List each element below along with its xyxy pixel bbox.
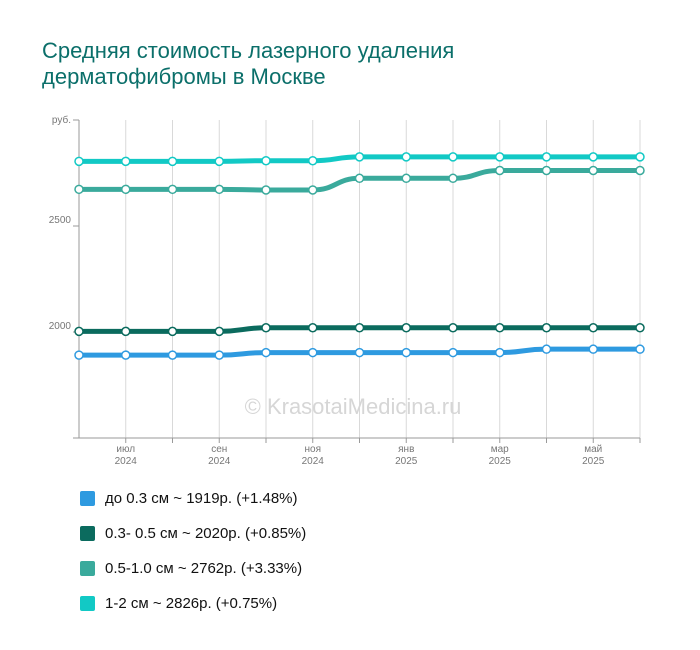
- line-chart: 20002500руб.июл2024сен2024ноя2024янв2025…: [49, 114, 645, 467]
- legend-item: до 0.3 см ~ 1919р. (+1.48%): [80, 488, 306, 508]
- data-point-series-2: [167, 326, 178, 337]
- data-point-series-2: [308, 323, 318, 333]
- data-point-series-2: [541, 323, 552, 333]
- data-point-series-4: [588, 152, 598, 162]
- y-axis-unit-label: руб.: [52, 114, 71, 126]
- chart-title-line-1: Средняя стоимость лазерного удаления: [42, 38, 455, 63]
- x-tick-label-year: 2025: [395, 456, 418, 467]
- data-point-series-3: [261, 185, 271, 195]
- data-point-series-1: [588, 344, 598, 354]
- data-point-series-3: [354, 173, 365, 184]
- data-point-series-4: [541, 152, 552, 162]
- data-point-series-4: [308, 155, 318, 166]
- data-point-series-3: [401, 173, 411, 184]
- data-point-series-2: [214, 326, 224, 337]
- legend-item: 1-2 см ~ 2826р. (+0.75%): [80, 593, 306, 613]
- legend-swatch: [80, 525, 95, 541]
- data-point-series-4: [354, 152, 365, 162]
- data-point-series-3: [541, 165, 552, 176]
- data-point-series-1: [121, 350, 131, 360]
- chart-title-line-2: дерматофибромы в Москве: [42, 64, 326, 89]
- data-point-series-2: [495, 323, 505, 333]
- data-point-series-1: [167, 350, 178, 360]
- x-tick-label-year: 2024: [115, 456, 138, 467]
- data-point-series-4: [74, 156, 84, 167]
- data-point-series-1: [214, 350, 224, 360]
- data-point-series-4: [214, 156, 224, 167]
- chart-legend: до 0.3 см ~ 1919р. (+1.48%) 0.3- 0.5 см ~…: [80, 488, 306, 628]
- data-point-series-4: [495, 152, 505, 162]
- x-tick-label-month: май: [584, 444, 602, 455]
- data-point-series-4: [448, 152, 458, 162]
- x-tick-label-year: 2025: [582, 456, 605, 467]
- data-point-series-4: [635, 152, 645, 162]
- data-point-series-3: [167, 184, 178, 195]
- legend-item: 0.3- 0.5 см ~ 2020р. (+0.85%): [80, 523, 306, 543]
- data-point-series-4: [167, 156, 178, 167]
- watermark: © KrasotaiMedicina.ru: [245, 394, 462, 419]
- data-point-series-3: [635, 165, 645, 176]
- data-point-series-2: [448, 323, 458, 333]
- data-point-series-1: [74, 350, 84, 360]
- legend-label: до 0.3 см ~ 1919р. (+1.48%): [105, 489, 298, 507]
- data-point-series-4: [261, 155, 271, 166]
- data-point-series-3: [74, 184, 84, 195]
- data-point-series-2: [635, 323, 645, 333]
- data-point-series-3: [308, 185, 318, 195]
- x-tick-label-month: июл: [116, 444, 135, 455]
- data-point-series-3: [121, 184, 131, 195]
- data-point-series-2: [401, 323, 411, 333]
- data-point-series-3: [448, 173, 458, 184]
- data-point-series-1: [401, 347, 411, 358]
- data-point-series-3: [214, 184, 224, 195]
- x-tick-label-month: ноя: [305, 444, 322, 455]
- x-tick-label-month: сен: [211, 444, 227, 455]
- y-tick-label: 2000: [49, 321, 72, 332]
- legend-label: 1-2 см ~ 2826р. (+0.75%): [105, 594, 278, 612]
- data-point-series-1: [261, 347, 271, 358]
- x-tick-label-month: янв: [398, 444, 414, 455]
- legend-label: 0.3- 0.5 см ~ 2020р. (+0.85%): [105, 524, 307, 542]
- legend-swatch: [80, 560, 95, 576]
- data-point-series-4: [121, 156, 131, 167]
- data-point-series-4: [401, 152, 411, 162]
- legend-swatch: [80, 490, 95, 506]
- data-point-series-1: [448, 347, 458, 358]
- legend-item: 0.5-1.0 см ~ 2762р. (+3.33%): [80, 558, 306, 578]
- data-point-series-3: [588, 165, 598, 176]
- x-tick-label-year: 2025: [489, 456, 512, 467]
- y-tick-label: 2500: [49, 215, 72, 226]
- data-point-series-1: [308, 347, 318, 358]
- x-tick-label-month: мар: [491, 444, 509, 455]
- data-point-series-2: [354, 323, 365, 333]
- data-point-series-2: [74, 326, 84, 337]
- x-tick-label-year: 2024: [208, 456, 231, 467]
- legend-swatch: [80, 595, 95, 611]
- data-point-series-1: [541, 344, 552, 354]
- chart-title: Средняя стоимость лазерного удаления дер…: [42, 38, 602, 90]
- data-point-series-2: [588, 323, 598, 333]
- x-tick-label-year: 2024: [302, 456, 325, 467]
- data-point-series-3: [495, 165, 505, 176]
- data-point-series-2: [121, 326, 131, 337]
- data-point-series-2: [261, 323, 271, 333]
- legend-label: 0.5-1.0 см ~ 2762р. (+3.33%): [105, 559, 303, 577]
- data-point-series-1: [635, 344, 645, 354]
- data-point-series-1: [495, 347, 505, 358]
- data-point-series-1: [354, 347, 365, 358]
